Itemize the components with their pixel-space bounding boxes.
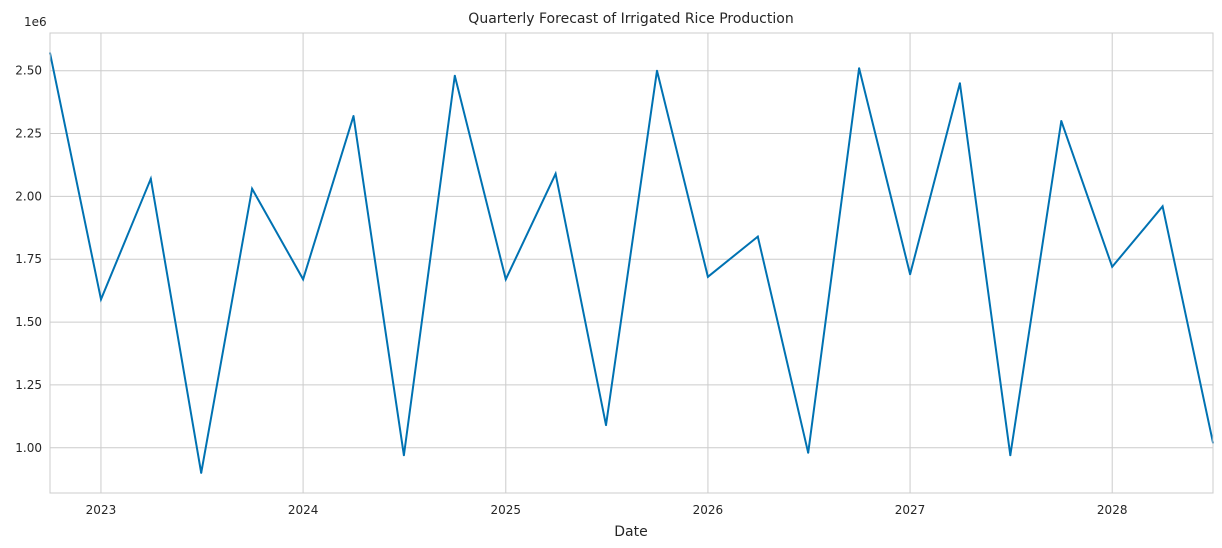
data-point (149, 177, 152, 180)
grid (50, 33, 1213, 493)
x-tick-label: 2023 (86, 503, 117, 517)
y-tick-label: 2.00 (15, 189, 42, 203)
data-point (706, 275, 709, 278)
x-tick-label: 2027 (895, 503, 926, 517)
y-tick-label: 1.25 (15, 378, 42, 392)
x-axis-label: Date (614, 524, 647, 540)
y-tick-label: 2.50 (15, 64, 42, 78)
y-tick-label: 1.75 (15, 252, 42, 266)
series-line (49, 52, 1214, 474)
y-offset-text: 1e6 (24, 15, 47, 29)
data-point (402, 454, 405, 457)
y-tick-label: 1.00 (15, 441, 42, 455)
y-tick-label: 1.50 (15, 315, 42, 329)
data-point (99, 298, 102, 301)
data-point (858, 67, 861, 70)
data-point (909, 273, 912, 276)
data-point (200, 471, 203, 474)
plot-frame (49, 32, 1214, 494)
data-point (352, 114, 355, 117)
series-layer (49, 52, 1214, 474)
y-tick-label: 2.25 (15, 127, 42, 141)
data-point (807, 451, 810, 454)
data-point (605, 424, 608, 427)
x-tick-label: 2026 (693, 503, 724, 517)
data-point (655, 69, 658, 72)
x-tick-label: 2025 (491, 503, 522, 517)
x-tick-label: 2028 (1097, 503, 1128, 517)
data-point (1060, 119, 1063, 122)
data-point (1161, 205, 1164, 208)
x-tick-label: 2024 (288, 503, 319, 517)
data-point (453, 74, 456, 77)
data-point (251, 187, 254, 190)
data-point (302, 278, 305, 281)
data-point (1111, 265, 1114, 268)
data-point (1009, 454, 1012, 457)
data-point (504, 278, 507, 281)
data-point (958, 82, 961, 85)
chart-title: Quarterly Forecast of Irrigated Rice Pro… (468, 11, 793, 27)
data-point (756, 235, 759, 238)
plot-background (50, 33, 1213, 493)
x-tick-labels: 2023 2024 2025 2026 2027 2028 (86, 503, 1128, 517)
y-tick-labels: 1.00 1.25 1.50 1.75 2.00 2.25 2.50 (15, 64, 42, 455)
data-point (554, 172, 557, 175)
